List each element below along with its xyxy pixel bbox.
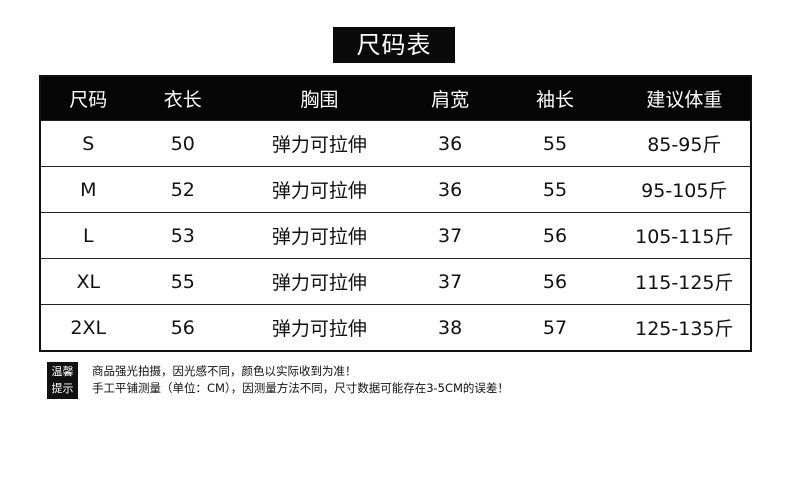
cell-weight: 115-125斤 — [618, 258, 751, 305]
cell-size: S — [40, 120, 136, 167]
table-row: L 53 弹力可拉伸 37 56 105-115斤 — [40, 212, 751, 259]
cell-chest: 弹力可拉伸 — [230, 212, 409, 259]
cell-length: 56 — [135, 304, 231, 351]
cell-length: 52 — [135, 166, 231, 213]
cell-shoulder: 37 — [408, 212, 492, 259]
cell-size: M — [40, 166, 136, 213]
cell-size: 2XL — [40, 304, 136, 351]
cell-sleeve: 56 — [491, 258, 619, 305]
table-row: 2XL 56 弹力可拉伸 38 57 125-135斤 — [40, 304, 751, 351]
cell-shoulder: 36 — [408, 120, 492, 167]
badge-line: 提示 — [51, 382, 74, 395]
cell-size: XL — [40, 258, 136, 305]
cell-size: L — [40, 212, 136, 259]
cell-shoulder: 37 — [408, 258, 492, 305]
header-weight: 建议体重 — [618, 76, 751, 121]
tips-badge: 温馨 提示 — [47, 362, 78, 399]
cell-chest: 弹力可拉伸 — [230, 304, 409, 351]
header-length: 衣长 — [135, 76, 231, 121]
size-chart-table: 尺码 衣长 胸围 肩宽 袖长 建议体重 S 50 弹力可拉伸 36 55 85-95斤 M 5… — [39, 75, 752, 352]
cell-weight: 85-95斤 — [618, 120, 751, 167]
cell-weight: 125-135斤 — [618, 304, 751, 351]
cell-weight: 105-115斤 — [618, 212, 751, 259]
cell-chest: 弹力可拉伸 — [230, 258, 409, 305]
header-size: 尺码 — [40, 76, 136, 121]
badge-line: 温馨 — [51, 365, 74, 378]
header-shoulder: 肩宽 — [408, 76, 492, 121]
table-row: S 50 弹力可拉伸 36 55 85-95斤 — [40, 120, 751, 167]
cell-sleeve: 55 — [491, 120, 619, 167]
table-header-row: 尺码 衣长 胸围 肩宽 袖长 建议体重 — [40, 76, 751, 121]
tip-line: 手工平铺测量（单位：CM），因测量方法不同，尺寸数据可能存在3-5CM的误差！ — [92, 381, 509, 395]
cell-sleeve: 57 — [491, 304, 619, 351]
tip-line: 商品强光拍摄，因光感不同，颜色以实际收到为准！ — [92, 364, 357, 378]
header-chest: 胸围 — [230, 76, 409, 121]
cell-chest: 弹力可拉伸 — [230, 166, 409, 213]
header-sleeve: 袖长 — [491, 76, 619, 121]
cell-length: 50 — [135, 120, 231, 167]
cell-sleeve: 55 — [491, 166, 619, 213]
cell-length: 53 — [135, 212, 231, 259]
page-title: 尺码表 — [333, 27, 455, 63]
cell-sleeve: 56 — [491, 212, 619, 259]
cell-weight: 95-105斤 — [618, 166, 751, 213]
table-row: M 52 弹力可拉伸 36 55 95-105斤 — [40, 166, 751, 213]
cell-shoulder: 36 — [408, 166, 492, 213]
cell-length: 55 — [135, 258, 231, 305]
table-row: XL 55 弹力可拉伸 37 56 115-125斤 — [40, 258, 751, 305]
cell-shoulder: 38 — [408, 304, 492, 351]
cell-chest: 弹力可拉伸 — [230, 120, 409, 167]
